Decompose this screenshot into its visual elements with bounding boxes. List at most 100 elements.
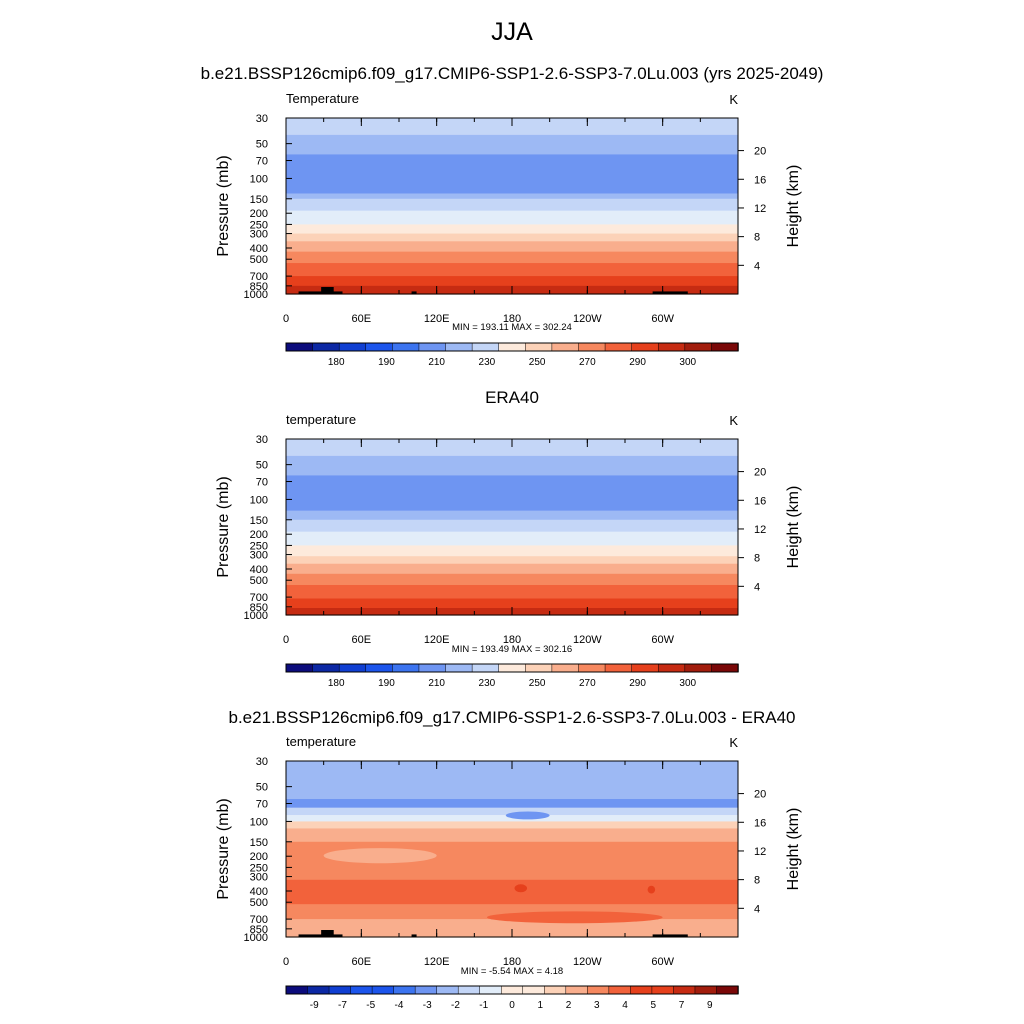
panel3-pressure-tick-label: 50 (256, 782, 268, 794)
panel3-colorbar-box (479, 985, 502, 995)
panel1-contour-band (286, 210, 738, 226)
panel1-lon-tick-label: 180 (503, 313, 521, 325)
panel3-title: b.e21.BSSP126cmip6.f09_g17.CMIP6-SSP1-2.… (228, 708, 795, 727)
panel3-contour-band (286, 828, 738, 843)
panel3-pressure-tick-label: 200 (250, 851, 268, 863)
panel2-contour-band (286, 510, 738, 521)
panel3-min-max-stats: MIN = -5.54 MAX = 4.18 (461, 966, 563, 977)
panel1-height-tick-label: 16 (754, 174, 766, 186)
panel1-colorbar-box (631, 342, 659, 352)
panel1-terrain-mask (298, 291, 343, 294)
panel1-pressure-tick-label: 50 (256, 139, 268, 151)
panel3-colorbar-box (565, 985, 589, 995)
panel2-colorbar-box (418, 663, 447, 673)
panel2-colorbar-box (631, 663, 659, 673)
panel1-pressure-tick-label: 150 (250, 194, 268, 206)
panel1-contour-band (286, 276, 738, 287)
panel2-colorbar-label: 190 (378, 678, 395, 689)
panel3-colorbar-box (522, 985, 546, 995)
panel3-pressure-tick-label: 300 (250, 872, 268, 884)
panel1-contour-band (286, 263, 738, 277)
panel3-colorbar-label: 5 (650, 1000, 656, 1011)
panel1-contour-band (286, 134, 738, 156)
panel1-lon-tick-label: 60E (352, 313, 372, 325)
panel1-colorbar-box (285, 342, 314, 352)
panel3-colorbar-box (393, 985, 416, 995)
panel1-terrain-mask (652, 291, 688, 294)
panel1-colorbar-box (471, 342, 500, 352)
panel3-colorbar-box (673, 985, 696, 995)
panel3-contour-band (286, 879, 738, 905)
panel2-pressure-tick-label: 100 (250, 494, 268, 506)
panel1-colorbar-label: 190 (378, 357, 395, 368)
panel2-contour-band (286, 439, 738, 457)
panel3-colorbar-box (651, 985, 675, 995)
panel3-height-tick-label: 20 (754, 789, 766, 801)
panel3-terrain-mask (411, 934, 417, 937)
panel2-colorbar-label: 290 (629, 678, 646, 689)
panel2-pressure-tick-label: 50 (256, 460, 268, 472)
panel3-pressure-tick-label: 70 (256, 799, 268, 811)
panel1-contour-band (286, 198, 738, 212)
panel3-colorbar-box (587, 985, 610, 995)
panel3-terrain-mask (652, 934, 688, 937)
panel1-colorbar-box (365, 342, 394, 352)
panel1-colorbar-box (392, 342, 420, 352)
panel3-lon-tick-label: 120E (424, 956, 450, 968)
panel3-lon-tick-label: 120W (573, 956, 602, 968)
panel3-colorbar-box (307, 985, 330, 995)
panel1-lon-tick-label: 120W (573, 313, 602, 325)
panel2-lon-tick-label: 120E (424, 634, 450, 646)
panel3-pressure-tick-label: 1000 (244, 932, 268, 944)
panel1-colorbar-box (684, 342, 713, 352)
panel3-pressure-tick-label: 150 (250, 837, 268, 849)
panel3-contour-feature (323, 848, 437, 864)
panel1-colorbar-label: 230 (479, 357, 496, 368)
panel3-colorbar-box (350, 985, 373, 995)
panel2-height-tick-label: 4 (754, 581, 760, 593)
panel1-pressure-tick-label: 250 (250, 219, 268, 231)
panel2-pressure-tick-label: 400 (250, 564, 268, 576)
panel2-colorbar-box (525, 663, 553, 673)
panel3-contour-band (286, 807, 738, 816)
panel2-pressure-tick-label: 70 (256, 477, 268, 489)
panel3-colorbar-box (500, 985, 524, 995)
panel2-contour-band (286, 545, 738, 557)
panel3-colorbar-label: -4 (395, 1000, 404, 1011)
panel3-contour-feature (687, 800, 739, 807)
panel2-pressure-axis-title: Pressure (mb) (215, 476, 232, 577)
panel3-contour-feature (505, 811, 550, 820)
panel1-colorbar-box (604, 342, 633, 352)
panel2-pressure-tick-label: 250 (250, 540, 268, 552)
panel2-colorbar-box (604, 663, 633, 673)
panel2-colorbar-box (312, 663, 340, 673)
panel3-lon-tick-label: 0 (283, 956, 289, 968)
panel1-contour-band (286, 233, 738, 242)
panel1-lon-tick-label: 60W (651, 313, 674, 325)
panel1-contour-band (286, 251, 738, 264)
panel2-lon-tick-label: 0 (283, 634, 289, 646)
panel2-pressure-tick-label: 700 (250, 592, 268, 604)
panel3-colorbar-label: -5 (366, 1000, 375, 1011)
panel3-pressure-tick-label: 30 (256, 756, 268, 768)
panel2-contour-band (286, 531, 738, 547)
panel2-colorbar-box (365, 663, 394, 673)
panel3-contour-band (286, 799, 738, 809)
panel1-pressure-tick-label: 500 (250, 254, 268, 266)
panel1-colorbar-box (338, 342, 367, 352)
panel1-terrain-mask (411, 291, 417, 294)
panel3-colorbar-label: -3 (423, 1000, 432, 1011)
panel3-pressure-tick-label: 850 (250, 924, 268, 936)
panel1-colorbar-box (445, 342, 473, 352)
panel3-colorbar-label: 9 (707, 1000, 713, 1011)
panel2-pressure-tick-label: 150 (250, 515, 268, 527)
panel1-colorbar-box (312, 342, 340, 352)
panel2-colorbar-box (338, 663, 367, 673)
panel3-contour-feature (486, 911, 663, 924)
panel3-terrain-mask (298, 934, 343, 937)
panel3-colorbar-box (630, 985, 653, 995)
panel3-height-tick-label: 12 (754, 846, 766, 858)
panel3-colorbar-box (414, 985, 438, 995)
panel2-lon-tick-label: 120W (573, 634, 602, 646)
panel2-pressure-tick-label: 200 (250, 529, 268, 541)
